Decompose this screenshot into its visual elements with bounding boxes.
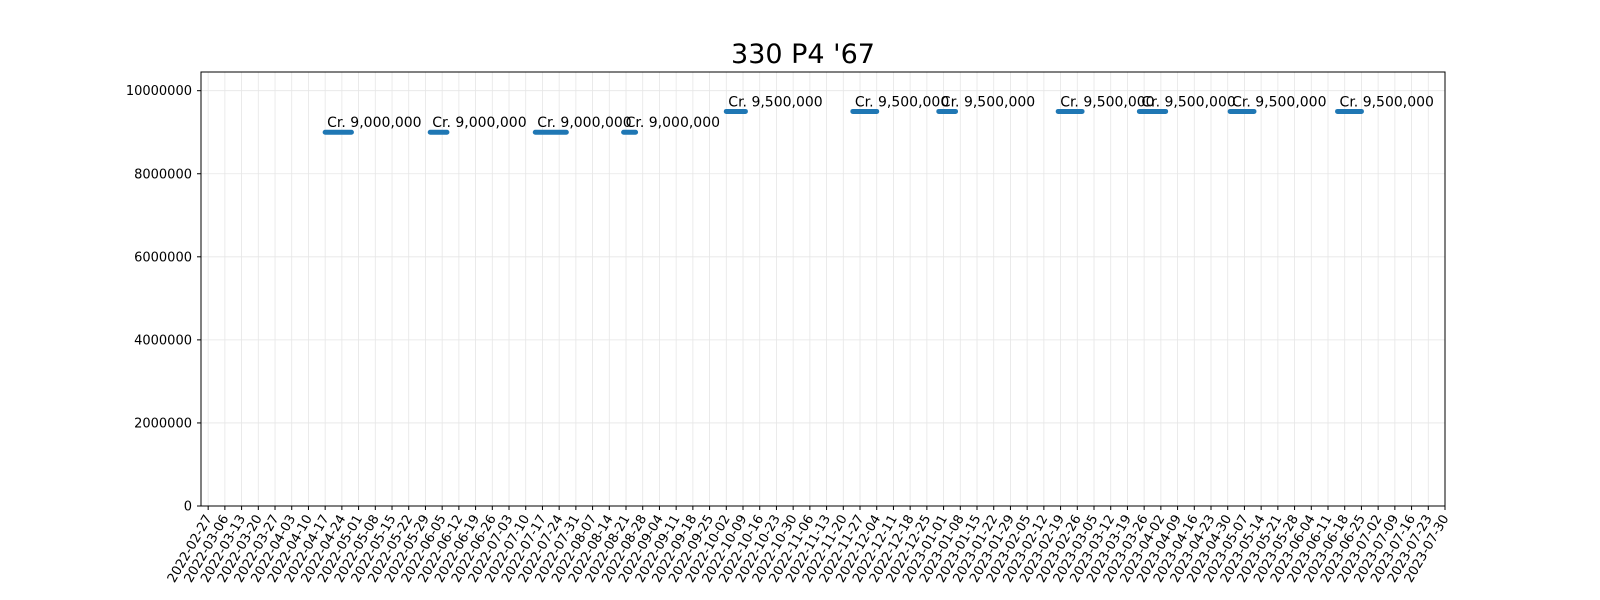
chart-title: 330 P4 '67 — [731, 39, 875, 70]
data-label: Cr. 9,500,000 — [1340, 94, 1434, 110]
y-tick-label: 4000000 — [134, 333, 192, 348]
data-label: Cr. 9,500,000 — [941, 94, 1035, 110]
y-tick-label: 0 — [184, 500, 192, 515]
data-label: Cr. 9,500,000 — [1141, 94, 1235, 110]
data-label: Cr. 9,500,000 — [728, 94, 822, 110]
y-tick-label: 8000000 — [134, 167, 192, 182]
data-label: Cr. 9,500,000 — [855, 94, 949, 110]
data-label: Cr. 9,000,000 — [626, 115, 720, 131]
x-axis: 2022-02-272022-03-062022-03-132022-03-20… — [165, 506, 1452, 585]
data-labels: Cr. 9,000,000 Cr. 9,000,000 Cr. 9,000,000C… — [327, 94, 1434, 131]
data-label: Cr. 9,000,000 — [327, 115, 421, 131]
data-label: Cr. 9,000,000 — [537, 115, 631, 131]
y-tick-label: 6000000 — [134, 250, 192, 265]
y-tick-label: 10000000 — [126, 84, 192, 99]
plot-frame — [200, 71, 1446, 507]
series-marks — [322, 108, 1364, 135]
data-label: Cr. 9,000,000 — [432, 115, 526, 131]
data-label: Cr. 9,500,000 — [1232, 94, 1326, 110]
data-label: Cr. 9,500,000 — [1060, 94, 1154, 110]
y-axis: 0 2000000 4000000 6000000 8000000 10000000 — [126, 84, 201, 515]
grid — [201, 72, 1446, 507]
y-tick-label: 2000000 — [134, 416, 192, 431]
